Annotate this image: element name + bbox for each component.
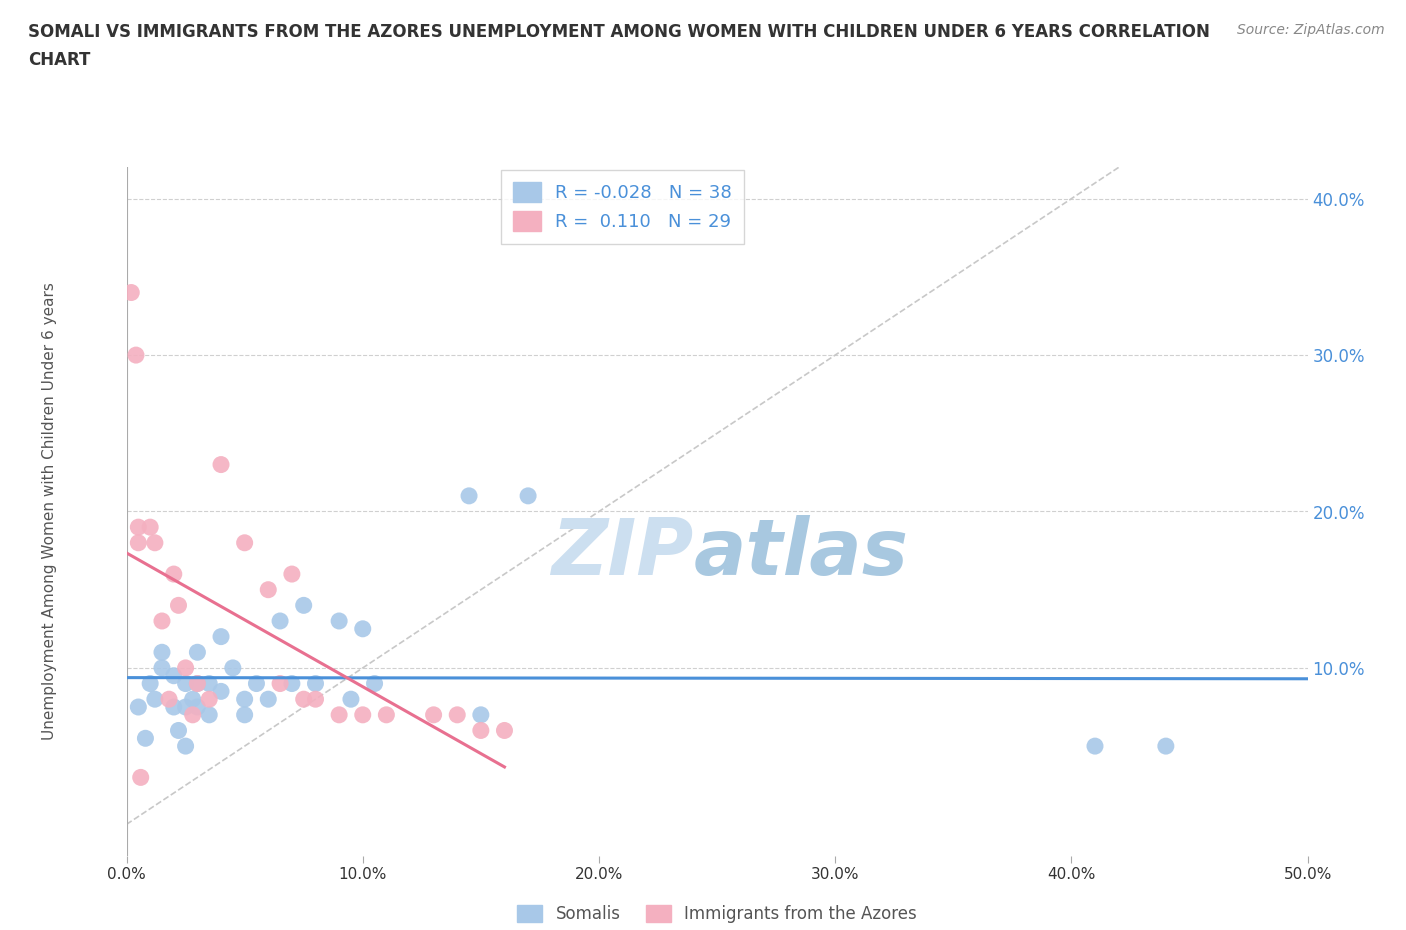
Point [446, 708, 468, 723]
Text: Source: ZipAtlas.com: Source: ZipAtlas.com [1237, 23, 1385, 37]
Point [281, 676, 304, 691]
Point [292, 692, 315, 707]
Point [139, 676, 162, 691]
Text: Unemployment Among Women with Children Under 6 years: Unemployment Among Women with Children U… [42, 283, 58, 740]
Point [129, 770, 152, 785]
Point [233, 536, 256, 551]
Point [257, 692, 280, 707]
Point [517, 488, 540, 503]
Point [458, 488, 481, 503]
Point [174, 660, 197, 675]
Point [494, 723, 516, 737]
Point [198, 676, 221, 691]
Point [222, 660, 245, 675]
Point [125, 348, 148, 363]
Point [186, 676, 208, 691]
Point [167, 723, 190, 737]
Point [163, 699, 186, 714]
Point [245, 676, 267, 691]
Point [209, 630, 232, 644]
Point [139, 520, 162, 535]
Point [174, 699, 197, 714]
Point [304, 692, 326, 707]
Point [363, 676, 385, 691]
Point [150, 614, 173, 629]
Point [181, 692, 204, 707]
Point [143, 692, 166, 707]
Point [186, 676, 208, 691]
Point [174, 738, 197, 753]
Text: ZIP: ZIP [551, 515, 693, 591]
Point [157, 692, 180, 707]
Point [163, 566, 186, 581]
Point [198, 708, 221, 723]
Point [304, 676, 326, 691]
Point [167, 598, 190, 613]
Point [470, 708, 492, 723]
Point [186, 644, 208, 659]
Legend: Somalis, Immigrants from the Azores: Somalis, Immigrants from the Azores [510, 898, 924, 930]
Point [209, 458, 232, 472]
Point [198, 692, 221, 707]
Point [186, 699, 208, 714]
Point [150, 660, 173, 675]
Point [233, 692, 256, 707]
Point [292, 598, 315, 613]
Point [143, 536, 166, 551]
Point [340, 692, 363, 707]
Text: SOMALI VS IMMIGRANTS FROM THE AZORES UNEMPLOYMENT AMONG WOMEN WITH CHILDREN UNDE: SOMALI VS IMMIGRANTS FROM THE AZORES UNE… [28, 23, 1211, 41]
Point [209, 684, 232, 698]
Point [181, 708, 204, 723]
Point [328, 708, 350, 723]
Point [163, 669, 186, 684]
Point [422, 708, 444, 723]
Point [233, 708, 256, 723]
Point [269, 676, 291, 691]
Point [127, 536, 149, 551]
Point [257, 582, 280, 597]
Point [269, 614, 291, 629]
Point [352, 621, 374, 636]
Point [127, 699, 149, 714]
Point [127, 520, 149, 535]
Point [1154, 738, 1177, 753]
Point [352, 708, 374, 723]
Point [375, 708, 398, 723]
Text: atlas: atlas [693, 515, 908, 591]
Point [174, 676, 197, 691]
Text: CHART: CHART [28, 51, 90, 69]
Point [470, 723, 492, 737]
Point [120, 286, 142, 300]
Point [134, 731, 156, 746]
Point [328, 614, 350, 629]
Point [150, 644, 173, 659]
Point [1084, 738, 1107, 753]
Point [281, 566, 304, 581]
